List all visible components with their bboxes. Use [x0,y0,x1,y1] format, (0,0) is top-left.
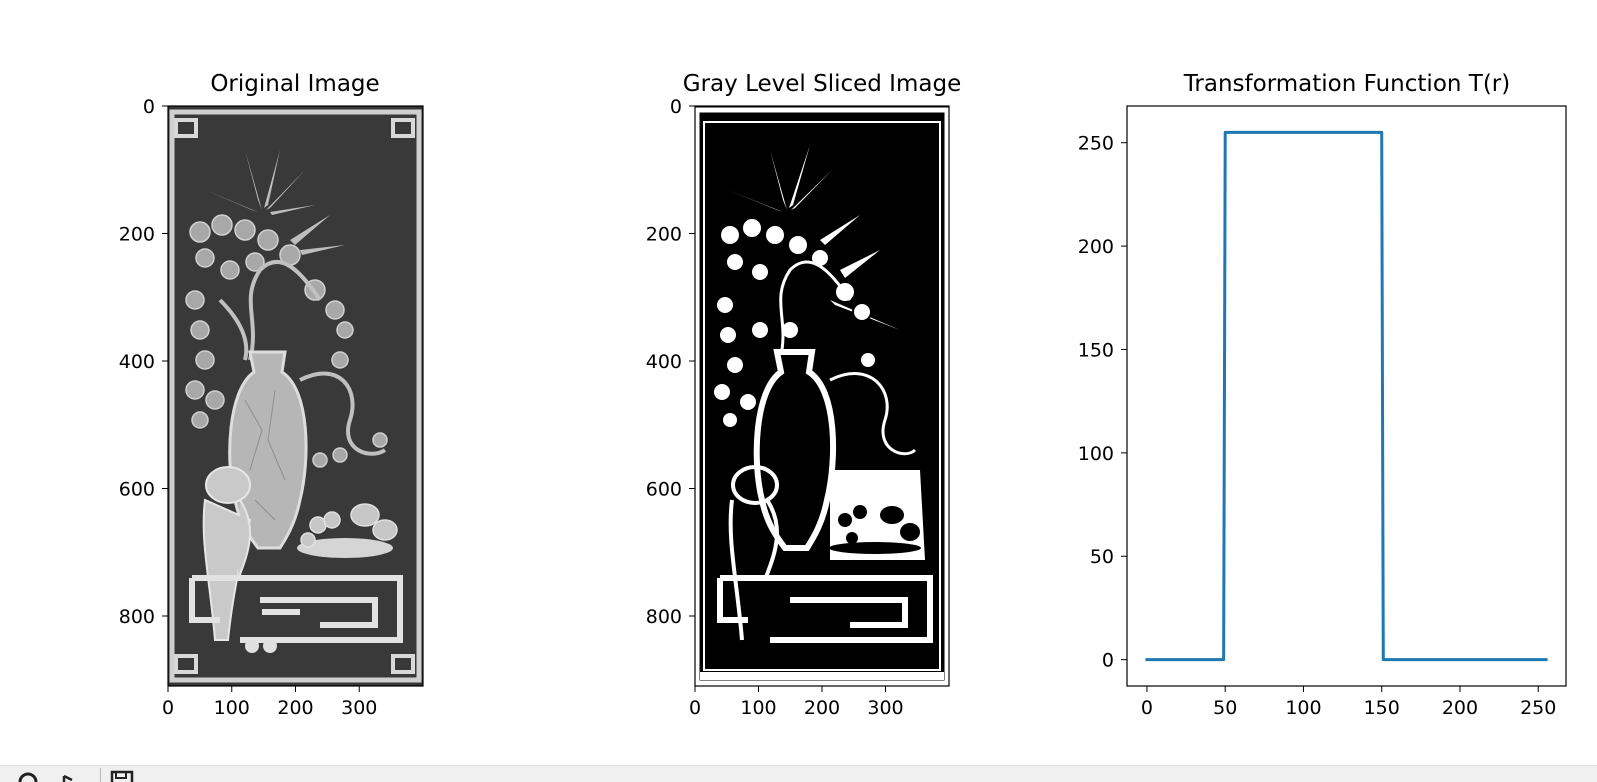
sliced-y-tick-label: 400 [646,351,682,373]
figure-canvas: Original Image [119,71,1567,719]
sliced-y-tick-label: 600 [646,479,682,501]
save-icon[interactable] [110,768,136,782]
transform-x-ticks: 0 50 100 150 200 250 [1141,686,1556,719]
transform-plot-area [1126,105,1567,687]
transform-y-tick-label: 100 [1078,443,1114,465]
pan-icon[interactable] [56,768,82,782]
sliced-image-x-ticks: 0 100 200 300 [689,686,904,719]
transform-function-panel: Transformation Function T(r) 0 50 100 150 20… [1078,71,1567,719]
transform-y-ticks: 0 50 100 150 200 250 [1078,133,1127,672]
original-image-raster [168,106,423,686]
transform-function-title: Transformation Function T(r) [1183,71,1510,97]
transform-series-line [1145,130,1548,662]
sliced-x-tick-label: 100 [740,697,776,719]
toolbar-separator [100,768,101,782]
sliced-x-tick-label: 200 [804,697,840,719]
transform-x-tick-label: 0 [1141,697,1153,719]
sliced-image-raster [695,106,949,686]
original-image-panel: Original Image [119,71,424,719]
original-y-tick-label: 600 [119,479,155,501]
original-x-tick-label: 200 [277,697,313,719]
original-y-tick-label: 400 [119,351,155,373]
original-image-x-ticks: 0 100 200 300 [162,686,377,719]
transform-x-tick-label: 50 [1213,697,1237,719]
original-y-tick-label: 0 [143,96,155,118]
home-icon[interactable] [14,768,40,782]
transform-x-tick-label: 100 [1285,697,1321,719]
transform-y-tick-label: 250 [1078,133,1114,155]
original-image-y-ticks: 0 200 400 600 800 [119,96,168,628]
transform-x-tick-label: 150 [1364,697,1400,719]
original-image-title: Original Image [210,71,379,97]
sliced-y-tick-label: 200 [646,224,682,246]
original-x-tick-label: 300 [341,697,377,719]
original-y-tick-label: 200 [119,224,155,246]
sliced-image-y-ticks: 0 200 400 600 800 [646,96,695,628]
sliced-x-tick-label: 0 [689,697,701,719]
transform-y-tick-label: 200 [1078,236,1114,258]
sliced-y-tick-label: 0 [670,96,682,118]
transform-series [1145,130,1548,662]
original-x-tick-label: 0 [162,697,174,719]
sliced-y-tick-label: 800 [646,606,682,628]
original-x-tick-label: 100 [214,697,250,719]
transform-y-tick-label: 50 [1090,546,1114,568]
sliced-image-panel: Gray Level Sliced Image [646,71,961,719]
transform-x-tick-label: 200 [1442,697,1478,719]
figure-toolbar [0,765,1597,782]
transform-x-tick-label: 250 [1520,697,1556,719]
original-y-tick-label: 800 [119,606,155,628]
transform-y-tick-label: 150 [1078,339,1114,361]
sliced-image-title: Gray Level Sliced Image [683,71,961,97]
transform-y-tick-label: 0 [1102,650,1114,672]
sliced-x-tick-label: 300 [867,697,903,719]
